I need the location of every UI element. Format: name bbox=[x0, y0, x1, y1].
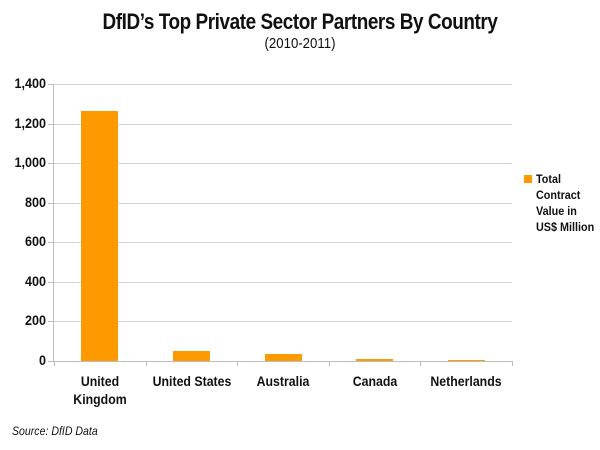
y-tick-label: 1,400 bbox=[14, 75, 46, 91]
x-tick bbox=[237, 361, 238, 366]
gridline bbox=[54, 282, 512, 283]
gridline bbox=[54, 242, 512, 243]
x-tick-label: United Kingdom bbox=[73, 373, 127, 407]
y-tick bbox=[48, 282, 54, 283]
x-tick bbox=[420, 361, 421, 366]
y-tick bbox=[48, 242, 54, 243]
bar-united-kingdom bbox=[81, 111, 118, 361]
y-tick bbox=[48, 84, 54, 85]
legend-swatch bbox=[524, 175, 532, 183]
chart-subtitle: (2010-2011) bbox=[264, 35, 336, 52]
y-tick bbox=[48, 361, 54, 362]
gridline bbox=[54, 203, 512, 204]
y-tick bbox=[48, 124, 54, 125]
gridline bbox=[54, 84, 512, 85]
x-axis bbox=[54, 361, 512, 362]
gridline bbox=[54, 124, 512, 125]
chart-title: DfID’s Top Private Sector Partners By Co… bbox=[102, 9, 498, 34]
x-tick-label: Canada bbox=[352, 373, 398, 389]
legend-label: Total Contract Value in US$ Million bbox=[536, 172, 595, 234]
x-tick-label: Australia bbox=[256, 373, 310, 389]
gridline bbox=[54, 321, 512, 322]
gridline bbox=[54, 163, 512, 164]
y-tick bbox=[48, 203, 54, 204]
y-axis bbox=[53, 84, 54, 362]
x-tick-label: Netherlands bbox=[430, 373, 502, 389]
bar-united-states bbox=[173, 351, 210, 361]
bar-netherlands bbox=[448, 359, 485, 361]
bar-canada bbox=[356, 359, 393, 361]
y-tick-label: 0 bbox=[38, 352, 46, 368]
x-tick-label: United States bbox=[152, 373, 232, 389]
y-tick bbox=[48, 321, 54, 322]
plot-area bbox=[48, 84, 513, 366]
x-tick bbox=[54, 361, 55, 366]
y-tick-label: 200 bbox=[24, 312, 46, 328]
y-tick-label: 400 bbox=[24, 273, 46, 289]
y-tick-label: 800 bbox=[24, 194, 46, 210]
y-tick bbox=[48, 163, 54, 164]
x-tick bbox=[146, 361, 147, 366]
x-tick bbox=[329, 361, 330, 366]
source-note: Source: DfID Data bbox=[12, 424, 98, 438]
y-tick-label: 1,200 bbox=[14, 115, 46, 131]
bar-australia bbox=[265, 353, 302, 361]
x-tick bbox=[512, 361, 513, 366]
y-tick-label: 1,000 bbox=[14, 154, 46, 170]
y-tick-label: 600 bbox=[24, 233, 46, 249]
